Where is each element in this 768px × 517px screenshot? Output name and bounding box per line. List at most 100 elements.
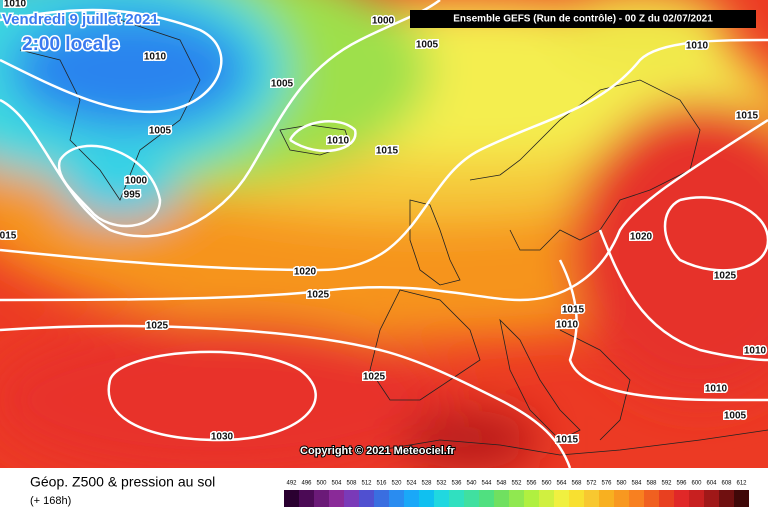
colorbar-swatch <box>344 490 359 507</box>
colorbar-swatch <box>539 490 554 507</box>
model-box <box>410 10 756 28</box>
colorbar-label: 572 <box>586 481 597 487</box>
colorbar-swatch <box>599 490 614 507</box>
isobar-lines <box>0 0 768 468</box>
colorbar-label: 512 <box>361 481 372 487</box>
colorbar-label: 520 <box>391 481 402 487</box>
isobar-label: 1015 <box>736 111 759 122</box>
isobar-label: 1025 <box>714 271 737 282</box>
colorbar-label: 532 <box>436 481 447 487</box>
colorbar-swatch <box>584 490 599 507</box>
colorbar-label: 580 <box>616 481 627 487</box>
colorbar-swatch <box>434 490 449 507</box>
model-label: Ensemble GEFS (Run de contrôle) - 00 Z d… <box>453 14 713 25</box>
colorbar-swatch <box>689 490 704 507</box>
colorbar-label: 508 <box>346 481 357 487</box>
isobar-label: 015 <box>0 231 17 242</box>
isobar-label: 1015 <box>376 146 399 157</box>
isobar-label: 1010 <box>556 320 579 331</box>
isobar-label: 1005 <box>416 40 439 51</box>
colorbar-swatch <box>299 490 314 507</box>
colorbar-swatch <box>404 490 419 507</box>
footer-lead: (+ 168h) <box>30 495 71 507</box>
colorbar: 492 496 500 504 508 512 516 520 524 528 532 536 540 5… <box>284 481 749 507</box>
colorbar-swatch <box>569 490 584 507</box>
colorbar-label: 612 <box>736 481 747 487</box>
isobar-label: 995 <box>124 190 141 201</box>
colorbar-label: 584 <box>631 481 642 487</box>
isobar-labels: 1010 1000 1005 1010 1010 1005 1015 1005 1010 1015… <box>0 0 768 447</box>
colorbar-label: 536 <box>451 481 462 487</box>
isobar-label: 1010 <box>144 52 167 63</box>
isobar-label: 1010 <box>327 136 350 147</box>
colorbar-label: 548 <box>496 481 507 487</box>
colorbar-label: 600 <box>691 481 702 487</box>
colorbar-label: 528 <box>421 481 432 487</box>
isobar-label: 1020 <box>294 267 317 278</box>
isobar-label: 1010 <box>4 0 27 10</box>
isobar-label: 1030 <box>211 432 234 443</box>
isobar-label: 1010 <box>686 41 709 52</box>
isobar-label: 1015 <box>556 435 579 446</box>
isobar-label: 1025 <box>307 290 330 301</box>
colorbar-swatch <box>374 490 389 507</box>
copyright: Copyright © 2021 Meteociel.fr <box>300 445 456 457</box>
isobar-label: 1025 <box>363 372 386 383</box>
colorbar-swatch <box>419 490 434 507</box>
colorbar-label: 596 <box>676 481 687 487</box>
date-label: Vendredi 9 juillet 2021 <box>2 11 159 28</box>
isobar-label: 1010 <box>744 346 767 357</box>
colorbar-swatch <box>554 490 569 507</box>
colorbar-label: 492 <box>286 481 297 487</box>
colorbar-swatch <box>449 490 464 507</box>
time-label: 2:00 locale <box>22 34 119 55</box>
colorbar-label: 588 <box>646 481 657 487</box>
colorbar-swatch <box>524 490 539 507</box>
colorbar-swatch <box>674 490 689 507</box>
colorbar-swatch <box>284 490 299 507</box>
colorbar-swatch <box>719 490 734 507</box>
colorbar-label: 496 <box>301 481 312 487</box>
colorbar-label: 608 <box>721 481 732 487</box>
colorbar-label: 500 <box>316 481 327 487</box>
colorbar-label: 556 <box>526 481 537 487</box>
colorbar-swatch <box>389 490 404 507</box>
isobar-label: 1005 <box>724 411 747 422</box>
isobar-label: 1000 <box>125 176 148 187</box>
isobar-label: 1010 <box>705 384 728 395</box>
colorbar-label: 576 <box>601 481 612 487</box>
isobar-label: 1015 <box>562 305 585 316</box>
field: 1010 1000 1005 1010 1010 1005 1015 1005 1010 1015… <box>0 0 768 468</box>
colorbar-swatch <box>704 490 719 507</box>
colorbar-swatch <box>629 490 644 507</box>
isobar-label: 1025 <box>146 321 169 332</box>
colorbar-swatch <box>494 490 509 507</box>
colorbar-label: 544 <box>481 481 492 487</box>
colorbar-label: 516 <box>376 481 387 487</box>
colorbar-label: 552 <box>511 481 522 487</box>
isobar-label: 1000 <box>372 16 395 27</box>
colorbar-label: 540 <box>466 481 477 487</box>
colorbar-swatch <box>314 490 329 507</box>
colorbar-swatch <box>614 490 629 507</box>
colorbar-swatch <box>734 490 749 507</box>
colorbar-swatch <box>659 490 674 507</box>
colorbar-label: 504 <box>331 481 342 487</box>
colorbar-swatch <box>464 490 479 507</box>
colorbar-label: 592 <box>661 481 672 487</box>
colorbar-swatch <box>644 490 659 507</box>
colorbar-label: 568 <box>571 481 582 487</box>
colorbar-swatch <box>479 490 494 507</box>
colorbar-swatch <box>359 490 374 507</box>
colorbar-label: 564 <box>556 481 567 487</box>
colorbar-label: 524 <box>406 481 417 487</box>
isobar-label: 1005 <box>149 126 172 137</box>
isobar-label: 1005 <box>271 79 294 90</box>
colorbar-swatch <box>329 490 344 507</box>
footer-title: Géop. Z500 & pression au sol <box>30 474 215 490</box>
colorbar-swatch <box>509 490 524 507</box>
colorbar-label: 560 <box>541 481 552 487</box>
colorbar-label: 604 <box>706 481 717 487</box>
